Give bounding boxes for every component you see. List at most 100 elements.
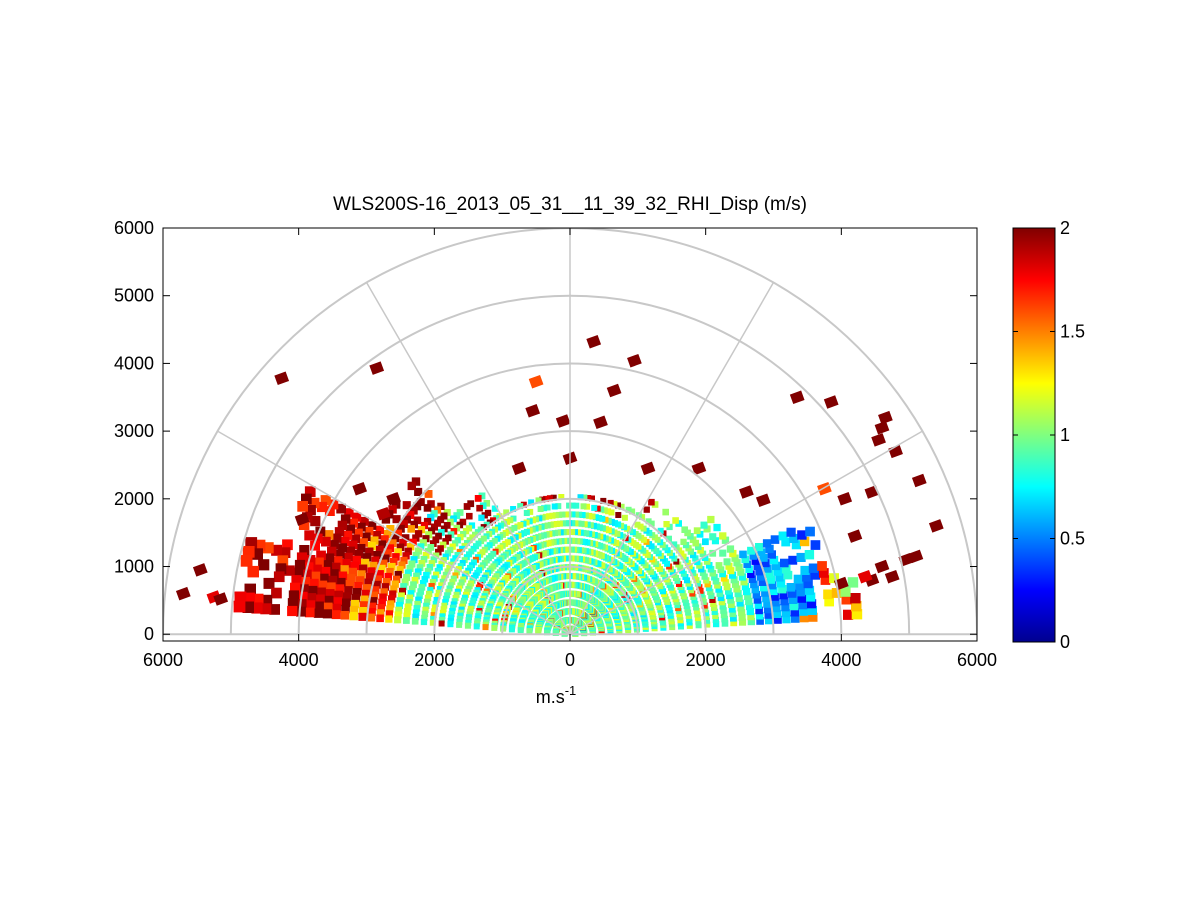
data-cell: [447, 546, 454, 554]
data-cell: [726, 592, 733, 600]
data-cell: [741, 555, 749, 564]
data-cell: [358, 564, 368, 573]
data-cell: [421, 575, 429, 583]
data-cell: [392, 553, 400, 561]
data-cell: [364, 578, 373, 587]
data-cell: [608, 518, 615, 525]
data-cell: [348, 518, 358, 528]
data-cell: [709, 549, 717, 557]
data-cell: [397, 592, 405, 600]
data-cell: [686, 619, 693, 626]
data-cell: [736, 599, 744, 607]
data-cell: [410, 556, 418, 564]
data-cell: [385, 615, 393, 623]
data-cell: [403, 573, 411, 581]
data-cell: [756, 617, 764, 625]
data-cell: [335, 549, 345, 559]
data-cell: [763, 599, 772, 608]
data-cell: [695, 580, 701, 587]
data-cell: [384, 572, 393, 581]
data-cell: [566, 511, 573, 518]
data-cell: [711, 537, 719, 545]
data-cell: [712, 577, 720, 585]
data-cell: [336, 503, 346, 514]
data-cell: [301, 569, 312, 580]
data-cell: [618, 503, 625, 510]
data-cell: [400, 520, 408, 528]
data-cell: [579, 512, 586, 518]
data-cell: [444, 568, 451, 575]
data-cell: [298, 584, 309, 595]
data-cell: [824, 596, 834, 607]
data-cell: [699, 569, 707, 576]
data-cell: [584, 503, 590, 510]
x-tick-label: 6000: [143, 650, 183, 670]
data-cell: [394, 611, 402, 619]
data-cell: [293, 567, 304, 578]
data-cell: [679, 567, 686, 574]
data-cell: [744, 592, 752, 601]
data-cell: [694, 615, 701, 622]
data-cell: [725, 587, 732, 595]
data-cell: [737, 568, 745, 576]
data-cell: [696, 530, 704, 538]
data-cell: [552, 512, 559, 519]
polar-spoke: [569, 282, 775, 635]
data-cell: [793, 574, 803, 584]
data-cell: [421, 610, 429, 617]
data-cell: [431, 608, 438, 615]
data-cell: [473, 623, 480, 630]
data-cell: [707, 588, 714, 596]
data-cell: [600, 497, 607, 504]
data-cell: [699, 595, 706, 602]
data-cell: [454, 552, 461, 558]
data-cell: [362, 532, 371, 542]
data-cell: [403, 617, 410, 624]
data-cell: [352, 555, 361, 565]
data-cell: [740, 578, 748, 586]
data-cell: [448, 561, 455, 568]
data-cell: [719, 603, 727, 610]
data-cell: [544, 629, 550, 636]
data-cell: [491, 624, 498, 631]
data-cell: [602, 516, 609, 523]
data-cell: [299, 545, 310, 556]
data-cell: [452, 572, 459, 579]
data-cell: [802, 572, 812, 582]
data-cell: [685, 609, 692, 616]
data-cell: [572, 511, 579, 518]
data-cell: [371, 586, 380, 595]
data-cell: [705, 562, 713, 569]
data-cell: [730, 614, 737, 622]
data-cell: [271, 544, 283, 556]
data-cell: [773, 567, 782, 576]
data-cell: [770, 592, 779, 601]
data-cell: [573, 502, 580, 509]
scatter-cell: [874, 420, 890, 435]
data-cell: [700, 521, 708, 529]
data-cell: [450, 575, 457, 582]
scatter-cell: [871, 433, 886, 447]
data-cell: [415, 596, 422, 604]
data-cell: [434, 567, 441, 575]
data-cell: [459, 560, 466, 566]
data-cell: [841, 594, 852, 605]
data-cell: [732, 580, 740, 588]
scatter-cell: [911, 473, 927, 488]
x-tick-label: 4000: [821, 650, 861, 670]
data-cell: [569, 511, 576, 518]
data-cell: [375, 545, 384, 554]
data-cell: [526, 518, 533, 525]
data-cell: [589, 495, 595, 502]
data-cell: [367, 613, 376, 622]
x-axis: 6000 4000 2000 0 2000 4000 6000: [143, 228, 997, 670]
data-cell: [688, 587, 695, 594]
data-cell: [457, 582, 464, 589]
data-cell: [443, 522, 451, 529]
data-cell: [446, 565, 453, 571]
scatter-cell: [525, 404, 541, 418]
data-cell: [315, 594, 325, 604]
data-cell: [379, 559, 388, 568]
data-cell: [390, 557, 398, 566]
data-cell: [453, 591, 460, 598]
